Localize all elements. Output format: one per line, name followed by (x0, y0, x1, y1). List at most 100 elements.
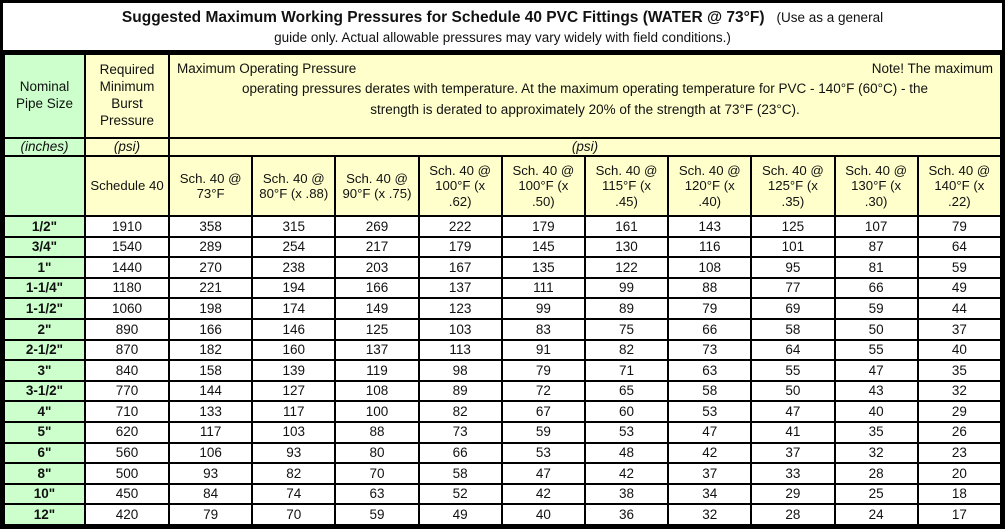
pressure-value-cell: 79 (167, 503, 254, 526)
pressure-value-cell: 35 (833, 420, 919, 444)
pressure-value-cell: 179 (500, 215, 586, 238)
pressure-value-cell: 55 (833, 338, 919, 362)
pressure-value-cell: 29 (916, 400, 1002, 423)
pressure-value-cell: 254 (251, 235, 337, 259)
pressure-value-cell: 53 (500, 441, 586, 465)
pressure-value-cell: 64 (916, 235, 1002, 259)
pressure-value-cell: 83 (500, 317, 586, 341)
pressure-value-cell: 32 (833, 441, 919, 465)
header-note-cell: Maximum Operating Pressure Note! The max… (168, 53, 1002, 139)
pressure-value-cell: 38 (583, 482, 670, 506)
pressure-value-cell: 82 (417, 400, 503, 423)
pressure-value-cell: 49 (417, 503, 503, 526)
header-row-main: Nominal Pipe Size Required Minimum Burst… (3, 53, 1002, 139)
pressure-value-cell: 194 (251, 276, 337, 300)
pressure-value-cell: 125 (750, 215, 836, 238)
burst-pressure-cell: 1440 (84, 256, 170, 279)
burst-pressure-cell: 1540 (84, 235, 170, 259)
column-header-temp-3: Sch. 40 @ 100°F (x .62) (417, 155, 503, 217)
pressure-value-cell: 70 (334, 462, 420, 485)
burst-pressure-cell: 420 (84, 503, 170, 526)
header-empty-cell (3, 155, 86, 217)
pressure-value-cell: 93 (167, 462, 254, 485)
pressure-value-cell: 117 (251, 400, 337, 423)
pressure-value-cell: 52 (417, 482, 503, 506)
pressure-value-cell: 26 (916, 420, 1002, 444)
pressure-value-cell: 69 (750, 297, 836, 320)
pressure-value-cell: 99 (500, 297, 586, 320)
table-row: 10" 450 84 74 63 52 42 38 34 29 25 18 (3, 482, 1002, 506)
table-row: 1/2" 1910 358 315 269 222 179 161 143 125 107 79 (3, 215, 1002, 238)
pressure-value-cell: 29 (750, 482, 836, 506)
pressure-value-cell: 66 (417, 441, 503, 465)
pressure-value-cell: 17 (916, 503, 1002, 526)
pressure-value-cell: 34 (667, 482, 753, 506)
pressure-value-cell: 161 (583, 215, 670, 238)
column-header-temp-8: Sch. 40 @ 130°F (x .30) (833, 155, 919, 217)
pressure-value-cell: 35 (916, 359, 1002, 382)
pressure-value-cell: 160 (251, 338, 337, 362)
table-row: 12" 420 79 70 59 49 40 36 32 28 24 17 (3, 503, 1002, 526)
pressure-value-cell: 149 (334, 297, 420, 320)
burst-pressure-cell: 710 (84, 400, 170, 423)
title-block: Suggested Maximum Working Pressures for … (3, 3, 1002, 53)
pressure-value-cell: 93 (251, 441, 337, 465)
pressure-value-cell: 95 (750, 256, 836, 279)
pressure-value-cell: 20 (916, 462, 1002, 485)
pressure-value-cell: 107 (833, 215, 919, 238)
pressure-value-cell: 23 (916, 441, 1002, 465)
pressure-value-cell: 59 (833, 297, 919, 320)
pipe-size-cell: 3" (3, 359, 86, 382)
note-text: Maximum Operating Pressure Note! The max… (170, 55, 1000, 120)
pressure-value-cell: 50 (750, 379, 836, 403)
pressure-value-cell: 49 (916, 276, 1002, 300)
pressure-value-cell: 65 (583, 379, 670, 403)
pipe-size-cell: 5" (3, 420, 86, 444)
pressure-value-cell: 125 (334, 317, 420, 341)
pressure-value-cell: 358 (167, 215, 254, 238)
pressure-value-cell: 28 (750, 503, 836, 526)
table-row: 8" 500 93 82 70 58 47 42 37 33 28 20 (3, 462, 1002, 485)
column-header-temp-2: Sch. 40 @ 90°F (x .75) (334, 155, 420, 217)
pressure-value-cell: 137 (334, 338, 420, 362)
pressure-table-body: 1/2" 1910 358 315 269 222 179 161 143 125 107 79 3/4… (3, 215, 1002, 526)
pressure-value-cell: 58 (667, 379, 753, 403)
table-row: 4" 710 133 117 100 82 67 60 53 47 40 29 (3, 400, 1002, 423)
pressure-value-cell: 59 (500, 420, 586, 444)
column-header-temp-5: Sch. 40 @ 115°F (x .45) (583, 155, 670, 217)
pressure-value-cell: 91 (500, 338, 586, 362)
pressure-value-cell: 59 (916, 256, 1002, 279)
burst-pressure-cell: 560 (84, 441, 170, 465)
burst-pressure-cell: 500 (84, 462, 170, 485)
pressure-value-cell: 146 (251, 317, 337, 341)
pressure-value-cell: 37 (916, 317, 1002, 341)
page-title: Suggested Maximum Working Pressures for … (3, 8, 1002, 29)
pressure-value-cell: 217 (334, 235, 420, 259)
pressure-value-cell: 289 (167, 235, 254, 259)
pressure-value-cell: 24 (833, 503, 919, 526)
pressure-value-cell: 47 (500, 462, 586, 485)
pressure-value-cell: 74 (251, 482, 337, 506)
title-subtext: guide only. Actual allowable pressures m… (274, 29, 731, 45)
pressure-value-cell: 122 (583, 256, 670, 279)
pressure-value-cell: 89 (583, 297, 670, 320)
pressure-value-cell: 32 (916, 379, 1002, 403)
pressure-value-cell: 89 (417, 379, 503, 403)
pressure-value-cell: 88 (667, 276, 753, 300)
pressure-value-cell: 25 (833, 482, 919, 506)
pressure-value-cell: 87 (833, 235, 919, 259)
pressure-value-cell: 145 (500, 235, 586, 259)
pipe-size-cell: 1-1/4" (3, 276, 86, 300)
pipe-size-cell: 12" (3, 503, 86, 526)
pipe-size-cell: 8" (3, 462, 86, 485)
pressure-value-cell: 238 (251, 256, 337, 279)
pressure-value-cell: 139 (251, 359, 337, 382)
column-header-temp-6: Sch. 40 @ 120°F (x .40) (667, 155, 753, 217)
pressure-value-cell: 53 (667, 400, 753, 423)
pressure-value-cell: 58 (417, 462, 503, 485)
pressure-value-cell: 315 (251, 215, 337, 238)
pressure-value-cell: 60 (583, 400, 670, 423)
pressure-value-cell: 42 (583, 462, 670, 485)
pressure-value-cell: 166 (334, 276, 420, 300)
pipe-size-cell: 2-1/2" (3, 338, 86, 362)
